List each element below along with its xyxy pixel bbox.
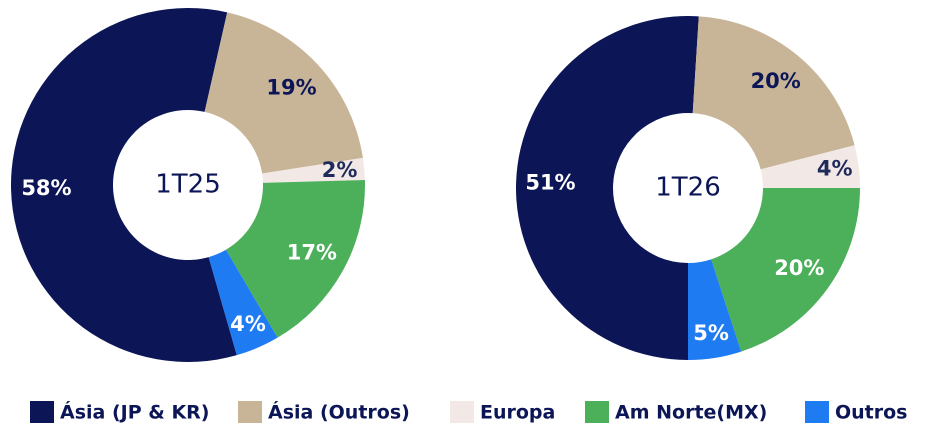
- center-label: 1T25: [155, 170, 221, 200]
- slice-label: 4%: [230, 312, 266, 336]
- slice-label: 20%: [774, 256, 824, 280]
- legend-swatch: [238, 401, 262, 423]
- donut-slice: [225, 180, 365, 338]
- slice-label: 2%: [322, 158, 358, 182]
- legend-label: Am Norte(MX): [615, 402, 767, 424]
- legend-swatch: [30, 401, 54, 423]
- slice-label: 19%: [266, 75, 316, 99]
- slice-label: 5%: [693, 321, 729, 345]
- legend-swatch: [450, 401, 474, 423]
- slice-label: 51%: [525, 171, 575, 195]
- donut-slice: [262, 157, 365, 183]
- donut-slice: [208, 249, 278, 356]
- donut-slice: [688, 259, 742, 360]
- donut-slice: [711, 188, 860, 352]
- donut-slice: [692, 16, 855, 170]
- slice-label: 58%: [21, 176, 71, 200]
- donut-slice: [11, 7, 237, 362]
- slice-label: 4%: [817, 156, 853, 180]
- legend-label: Ásia (JP & KR): [60, 401, 209, 424]
- legend-swatch: [805, 401, 829, 423]
- donut-slice: [760, 145, 860, 188]
- slice-label: 17%: [287, 241, 337, 265]
- donut-slice: [515, 16, 699, 361]
- legend-swatch: [585, 401, 609, 423]
- center-label: 1T26: [655, 173, 721, 203]
- slice-label: 20%: [751, 69, 801, 93]
- donut-slice: [204, 12, 363, 174]
- legend-label: Outros: [835, 402, 908, 424]
- legend-label: Europa: [480, 402, 555, 424]
- legend-label: Ásia (Outros): [268, 401, 410, 424]
